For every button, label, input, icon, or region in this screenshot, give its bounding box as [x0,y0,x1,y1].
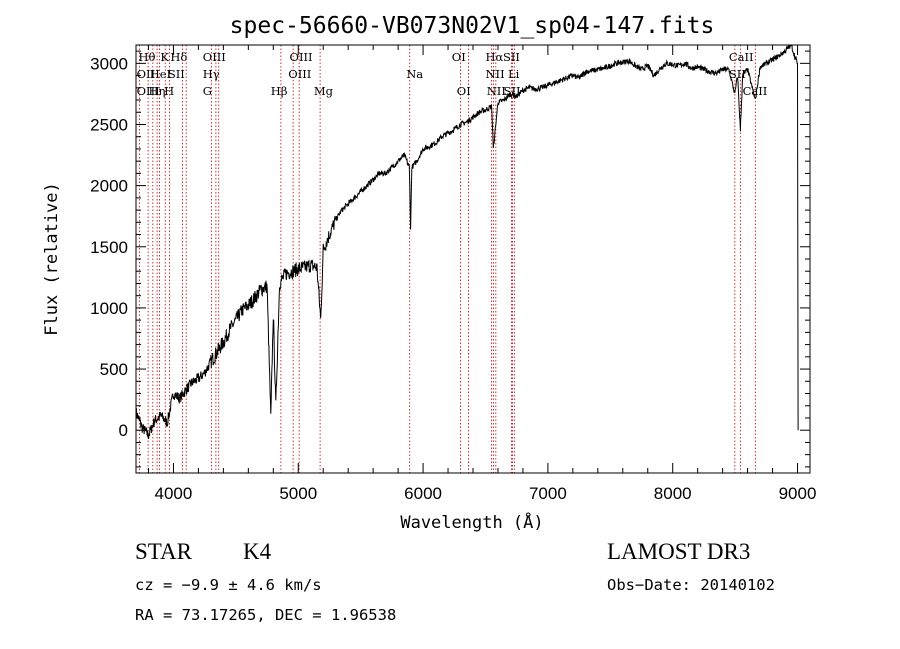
redshift-cz: cz = −9.9 ± 4.6 km/s [135,576,322,594]
line-label-7: SII [503,50,520,64]
line-label-13: OIII [288,67,311,81]
line-label-21: G [203,84,212,98]
y-axis-ticks: 0 500 1000 1500 2000 2500 3000 [90,50,810,468]
x-tick-label: 6000 [404,484,442,503]
survey-release: LAMOST DR3 [607,539,750,564]
x-axis-label: Wavelength (Å) [400,511,543,533]
observation-date: Obs−Date: 20140102 [607,576,775,594]
spectrum-series [136,45,799,439]
line-label-16: Li [508,67,520,81]
line-label-5: OI [452,50,466,64]
y-tick-label: 3000 [90,54,128,73]
line-label-14: Na [406,67,423,81]
line-label-6: Hα [485,50,503,64]
line-label-20: H [164,84,174,98]
line-label-0: Hθ [138,50,155,64]
line-label-19: Hη [148,84,165,98]
chart-title: spec-56660-VB073N02V1_sp04-147.fits [230,13,715,39]
y-tick-label: 0 [119,421,128,440]
sky-coordinates: RA = 73.17265, DEC = 1.96538 [135,606,396,624]
y-tick-label: 1000 [90,299,128,318]
x-tick-label: 8000 [654,484,692,503]
line-label-11: SII [168,67,185,81]
x-tick-label: 9000 [779,484,817,503]
y-axis-label: Flux (relative) [42,182,62,336]
line-label-1: K [160,50,169,64]
y-tick-label: 500 [100,360,128,379]
line-label-24: OI [457,84,471,98]
plot-frame [135,44,811,474]
line-label-4: OIII [290,50,313,64]
y-tick-label: 2000 [90,177,128,196]
spectral-line-markers [138,45,756,473]
spectrum-line [136,45,799,439]
line-label-27: CaII [743,84,768,98]
line-label-8: CaII [729,50,754,64]
line-label-17: SII [729,67,746,81]
line-label-10: HeI [150,67,171,81]
line-label-18: OIII [137,84,160,98]
x-tick-label: 5000 [279,484,317,503]
x-tick-label: 7000 [529,484,567,503]
line-label-2: Hδ [170,50,187,64]
object-subclass: K4 [243,539,272,564]
x-axis-ticks: 4000 5000 6000 7000 8000 9000 [147,45,817,503]
line-label-15: NII [485,67,504,81]
line-label-12: Hγ [203,67,220,81]
y-tick-label: 2500 [90,115,128,134]
line-label-23: Mg [314,84,334,98]
line-label-22: Hβ [271,84,288,98]
object-class: STAR [135,539,193,564]
line-label-9: OII [137,67,156,81]
line-label-25: NII [487,84,506,98]
line-label-3: OIII [203,50,226,64]
y-tick-label: 1500 [90,238,128,257]
x-tick-label: 4000 [155,484,193,503]
